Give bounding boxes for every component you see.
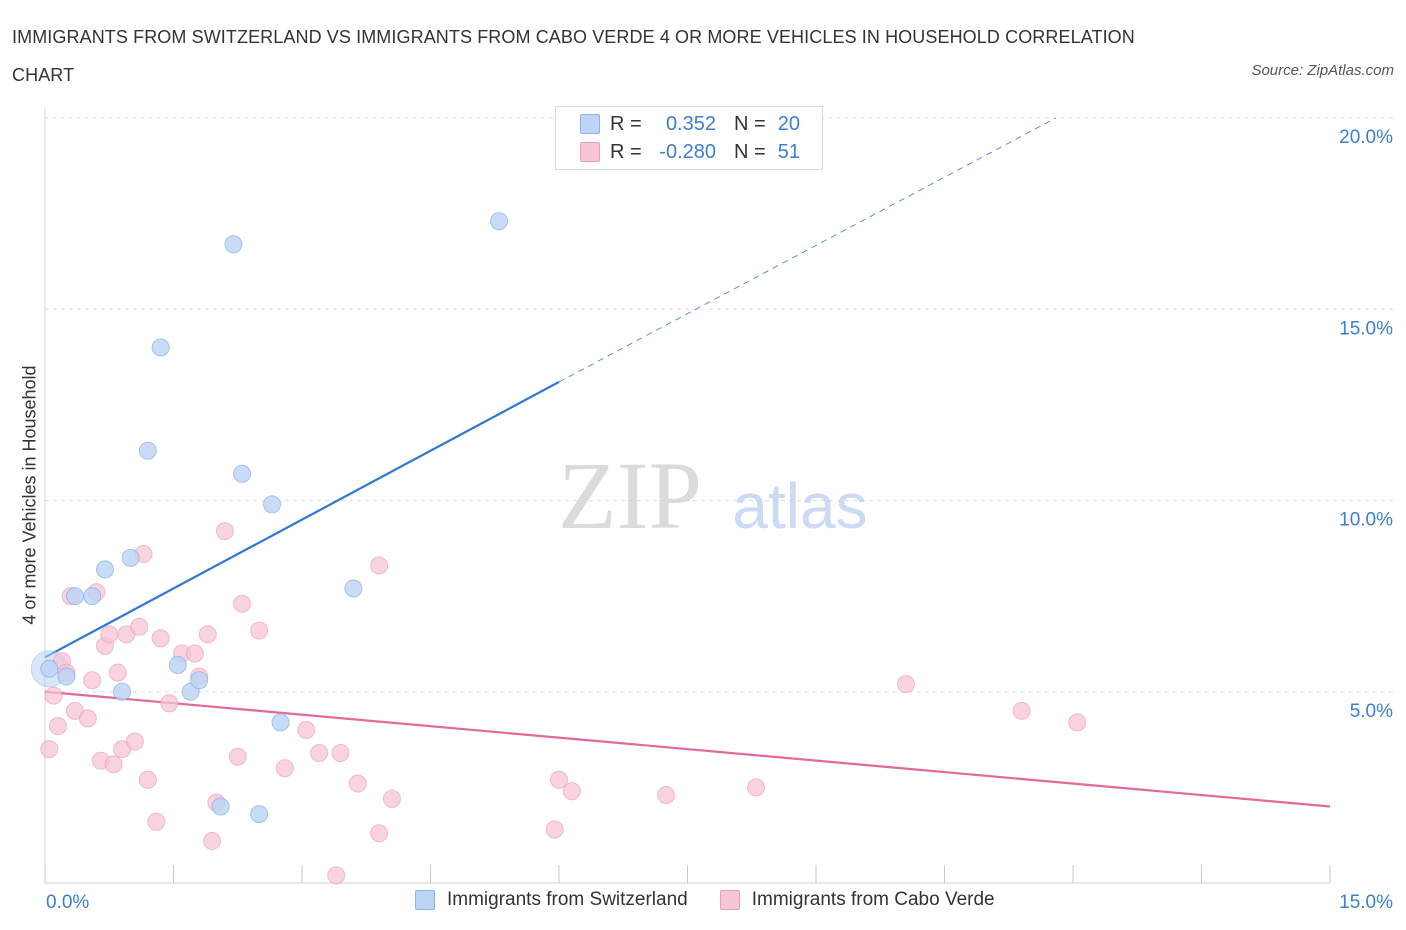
data-point-cabo-verde <box>657 786 676 805</box>
data-point-switzerland <box>83 587 102 606</box>
data-point-cabo-verde <box>185 644 204 663</box>
data-point-cabo-verde <box>275 759 294 778</box>
data-point-switzerland <box>113 682 132 701</box>
data-point-cabo-verde <box>147 812 166 831</box>
legend-swatch-switzerland <box>415 890 435 910</box>
data-point-switzerland <box>490 212 509 231</box>
data-point-cabo-verde <box>228 747 247 766</box>
r-value: 0.352 <box>665 112 716 135</box>
trend-extension-switzerland <box>558 117 1057 383</box>
data-point-switzerland <box>190 671 209 690</box>
legend-label-switzerland: Immigrants from Switzerland <box>447 889 688 910</box>
data-point-switzerland <box>168 655 187 674</box>
data-points <box>30 212 1087 885</box>
data-point-cabo-verde <box>40 740 59 759</box>
swatch-switzerland <box>580 114 600 134</box>
data-point-cabo-verde <box>310 743 329 762</box>
n-label: N = <box>734 140 766 163</box>
data-point-cabo-verde <box>48 717 67 736</box>
source-label: Source: ZipAtlas.com <box>1251 62 1394 79</box>
data-point-cabo-verde <box>545 820 564 839</box>
legend-swatch-cabo-verde <box>719 890 740 910</box>
chart-title: IMMIGRANTS FROM SWITZERLAND VS IMMIGRANT… <box>12 27 1135 85</box>
data-point-cabo-verde <box>348 774 367 793</box>
data-point-switzerland <box>95 560 114 579</box>
tick-labels: 5.0% 10.0% 15.0% 20.0% 0.0% 15.0% <box>46 127 1393 913</box>
data-point-switzerland <box>250 805 269 824</box>
watermark: ZIP atlas <box>558 442 868 549</box>
x-tick-label: 15.0% <box>1339 892 1393 913</box>
trend-lines <box>44 117 1331 808</box>
r-label: R = <box>610 140 642 163</box>
data-point-cabo-verde <box>198 625 217 644</box>
data-point-cabo-verde <box>215 522 234 541</box>
data-point-cabo-verde <box>250 621 269 640</box>
stats-row-cabo-verde: R = -0.280 N = 51 <box>580 139 800 165</box>
y-tick-label: 15.0% <box>1339 318 1393 339</box>
series-legend: Immigrants from Switzerland Immigrants f… <box>415 889 1027 911</box>
data-point-cabo-verde <box>297 721 316 739</box>
trend-line-switzerland <box>44 380 560 659</box>
data-point-switzerland <box>344 579 363 598</box>
data-point-cabo-verde <box>100 625 119 644</box>
data-point-cabo-verde <box>896 675 915 694</box>
r-label: R = <box>610 112 642 135</box>
data-point-switzerland <box>263 495 282 514</box>
y-tick-label: 10.0% <box>1339 510 1393 531</box>
data-point-switzerland <box>211 797 230 816</box>
y-tick-label: 5.0% <box>1350 701 1393 722</box>
trend-line-cabo-verde <box>44 690 1331 808</box>
data-point-cabo-verde <box>125 732 144 751</box>
r-value: -0.280 <box>659 140 716 163</box>
data-point-cabo-verde <box>203 831 222 850</box>
data-point-cabo-verde <box>108 663 127 682</box>
data-point-cabo-verde <box>83 671 102 690</box>
data-point-cabo-verde <box>233 594 252 613</box>
data-point-switzerland <box>224 235 243 254</box>
swatch-cabo-verde <box>580 142 600 162</box>
legend-label-cabo-verde: Immigrants from Cabo Verde <box>751 889 995 910</box>
data-point-cabo-verde <box>550 770 568 789</box>
n-label: N = <box>734 112 766 135</box>
data-point-cabo-verde <box>1068 713 1087 732</box>
data-point-cabo-verde <box>382 789 401 808</box>
data-point-cabo-verde <box>331 743 350 762</box>
watermark-zip: ZIP <box>558 442 702 549</box>
stats-legend: R = 0.352 N = 20 R = -0.280 N = 51 <box>555 106 823 170</box>
watermark-atlas: atlas <box>732 470 867 542</box>
n-value: 20 <box>777 112 800 135</box>
data-point-cabo-verde <box>78 709 97 728</box>
y-tick-label: 20.0% <box>1339 127 1393 148</box>
data-point-switzerland <box>40 659 59 678</box>
data-point-switzerland <box>65 587 84 606</box>
data-point-switzerland <box>121 548 140 567</box>
data-point-cabo-verde <box>370 556 389 575</box>
data-point-switzerland <box>151 338 170 357</box>
data-point-cabo-verde <box>151 629 170 648</box>
data-point-switzerland <box>233 464 252 483</box>
data-point-cabo-verde <box>160 694 179 713</box>
data-point-cabo-verde <box>104 755 123 774</box>
data-point-cabo-verde <box>747 778 766 797</box>
data-point-cabo-verde <box>562 782 581 801</box>
data-point-switzerland <box>57 667 76 686</box>
data-point-cabo-verde <box>138 770 157 789</box>
data-point-switzerland <box>271 713 290 732</box>
data-point-cabo-verde <box>370 824 389 843</box>
data-point-cabo-verde <box>1012 701 1031 720</box>
x-tick-label: 0.0% <box>46 892 89 913</box>
legend-item-switzerland[interactable]: Immigrants from Switzerland <box>415 889 688 911</box>
data-point-cabo-verde <box>327 866 346 885</box>
legend-item-cabo-verde[interactable]: Immigrants from Cabo Verde <box>719 889 995 911</box>
n-value: 51 <box>777 140 800 163</box>
stats-row-switzerland: R = 0.352 N = 20 <box>580 111 800 137</box>
data-point-cabo-verde <box>44 686 63 705</box>
data-point-cabo-verde <box>130 617 149 636</box>
data-point-switzerland <box>138 441 157 460</box>
